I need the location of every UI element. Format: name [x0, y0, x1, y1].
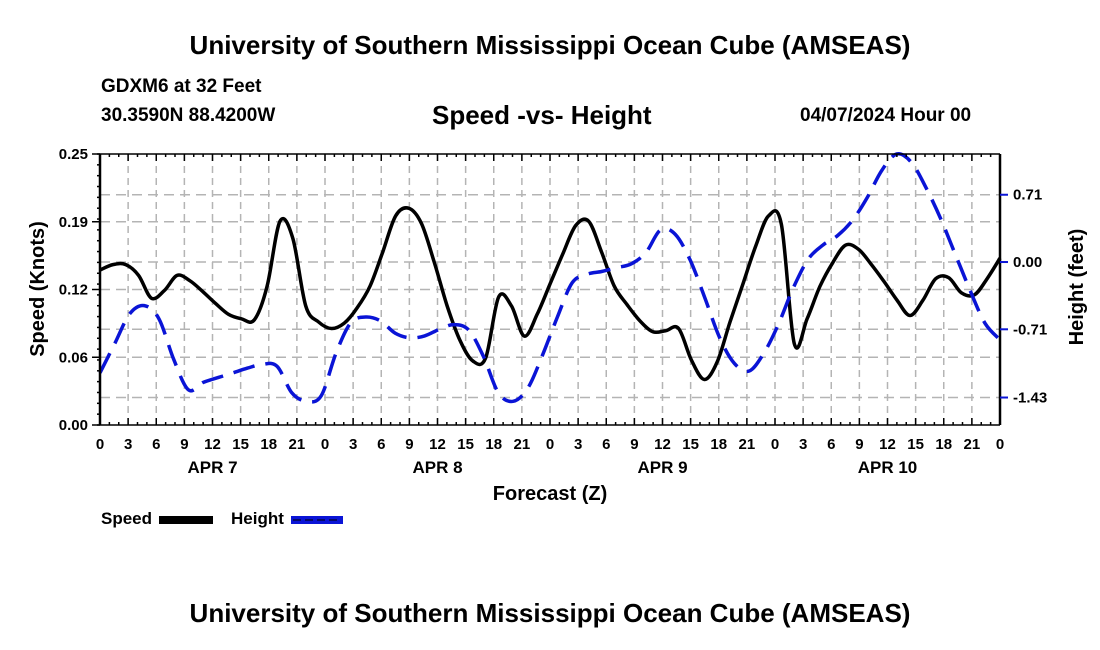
footer-title: University of Southern Mississippi Ocean…: [189, 598, 911, 628]
x-tick-label: 3: [799, 436, 807, 453]
x-tick-label: 6: [602, 436, 610, 453]
main-title: University of Southern Mississippi Ocean…: [189, 30, 911, 60]
x-tick-label: 0: [321, 436, 329, 453]
x-tick-label: 12: [654, 436, 671, 453]
y-tick-label: 0.19: [59, 214, 88, 231]
x-tick-label: 9: [180, 436, 188, 453]
x-tick-label: 15: [457, 436, 474, 453]
x-tick-label: 12: [429, 436, 446, 453]
x-tick-label: 21: [739, 436, 756, 453]
y-tick-label: 0.12: [59, 282, 88, 299]
x-tick-label: 3: [349, 436, 357, 453]
y-tick-label: 0.00: [59, 417, 88, 434]
y-tick-label: 0.06: [59, 349, 88, 366]
x-tick-label: 15: [682, 436, 699, 453]
legend-height-swatch: [291, 516, 343, 524]
y2-axis-title: Height (feet): [1066, 229, 1088, 346]
x-tick-label: 18: [260, 436, 277, 453]
station-coordinates: 30.3590N 88.4200W: [101, 105, 276, 126]
y2-tick-label: 0.71: [1013, 187, 1042, 204]
x-tick-label: 15: [907, 436, 924, 453]
series: [98, 152, 1002, 404]
legend-speed-label: Speed: [101, 509, 153, 528]
x-tick-label: 6: [827, 436, 835, 453]
x-tick-label: 0: [96, 436, 104, 453]
y2-tick-label: -0.71: [1013, 321, 1047, 338]
speed-series-line: [99, 206, 1002, 382]
x-tick-label: 3: [124, 436, 132, 453]
x-tick-label: 3: [574, 436, 582, 453]
x-tick-label: 18: [485, 436, 502, 453]
y-axis-title: Speed (Knots): [27, 221, 49, 357]
grid: [100, 154, 1000, 425]
forecast-datetime: 04/07/2024 Hour 00: [800, 105, 972, 126]
axes: 0 3 6 9 12 15 18 21 0 3 6 9 12 15 18 21 0 3 6 9 12 15 18 21 0 3 6 9…: [59, 146, 1047, 477]
legend-height-label: Height: [231, 509, 284, 528]
x-tick-label: 12: [204, 436, 221, 453]
x-tick-label: 9: [405, 436, 413, 453]
x-tick-label: 15: [232, 436, 249, 453]
day-label: APR 9: [637, 458, 687, 477]
x-tick-label: 21: [514, 436, 531, 453]
x-tick-label: 0: [996, 436, 1004, 453]
y2-tick-label: 0.00: [1013, 254, 1042, 271]
station-label: GDXM6 at 32 Feet: [101, 76, 262, 97]
x-axis-title: Forecast (Z): [493, 483, 607, 505]
x-tick-label: 6: [377, 436, 385, 453]
x-tick-label: 0: [771, 436, 779, 453]
y-tick-label: 0.25: [59, 146, 88, 163]
x-tick-label: 9: [630, 436, 638, 453]
day-label: APR 7: [187, 458, 237, 477]
chart-subtitle: Speed -vs- Height: [432, 100, 652, 130]
x-tick-label: 12: [879, 436, 896, 453]
x-tick-label: 18: [710, 436, 727, 453]
legend-speed-swatch: [159, 516, 213, 524]
y2-tick-label: -1.43: [1013, 390, 1047, 407]
x-tick-label: 21: [289, 436, 306, 453]
axis-labels: Speed (Knots) Height (feet) Forecast (Z): [27, 221, 1088, 505]
day-label: APR 8: [412, 458, 462, 477]
x-tick-label: 21: [964, 436, 981, 453]
x-tick-label: 0: [546, 436, 554, 453]
height-series-line: [98, 152, 1002, 404]
x-tick-label: 18: [935, 436, 952, 453]
x-tick-label: 9: [855, 436, 863, 453]
day-label: APR 10: [858, 458, 918, 477]
x-tick-label: 6: [152, 436, 160, 453]
